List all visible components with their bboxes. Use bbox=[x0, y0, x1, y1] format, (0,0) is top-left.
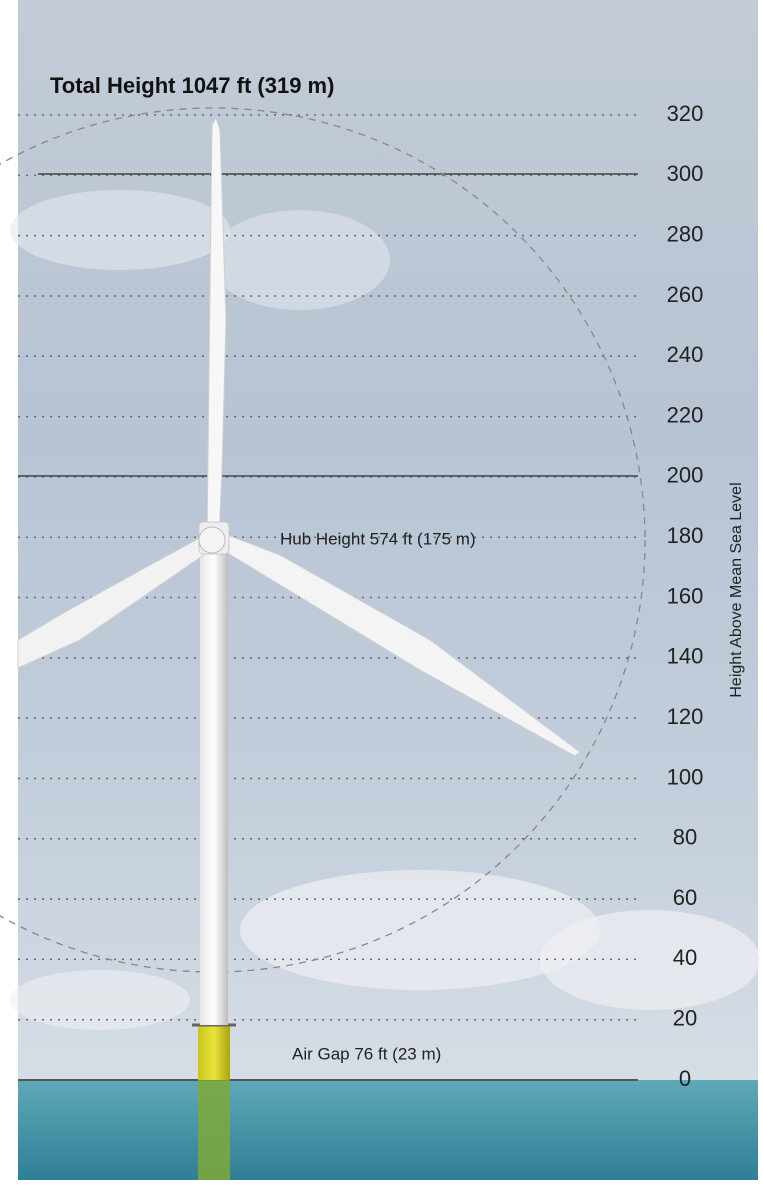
cloud bbox=[10, 190, 230, 270]
tick-label: 320 bbox=[667, 101, 704, 126]
tick-label: 40 bbox=[673, 945, 697, 970]
tick-label: 260 bbox=[667, 282, 704, 307]
axis-label: Height Above Mean Sea Level bbox=[728, 482, 745, 697]
tick-label: 60 bbox=[673, 885, 697, 910]
tick-label: 0 bbox=[679, 1066, 691, 1091]
tick-label: 20 bbox=[673, 1006, 697, 1031]
tick-label: 220 bbox=[667, 402, 704, 427]
tick-label: 180 bbox=[667, 523, 704, 548]
tick-label: 280 bbox=[667, 221, 704, 246]
sea bbox=[18, 1080, 758, 1180]
cloud bbox=[210, 210, 390, 310]
tick-label: 160 bbox=[667, 583, 704, 608]
tick-label: 240 bbox=[667, 342, 704, 367]
tick-label: 300 bbox=[667, 161, 704, 186]
hub-label: Hub Height 574 ft (175 m) bbox=[280, 529, 476, 548]
air-gap-label: Air Gap 76 ft (23 m) bbox=[292, 1044, 441, 1063]
tick-label: 200 bbox=[667, 463, 704, 488]
tick-label: 140 bbox=[667, 644, 704, 669]
submerged-foundation bbox=[198, 1080, 230, 1180]
transition-piece bbox=[198, 1025, 230, 1080]
hub bbox=[199, 527, 225, 553]
tick-label: 80 bbox=[673, 825, 697, 850]
tick-label: 100 bbox=[667, 764, 704, 789]
cloud bbox=[10, 970, 190, 1030]
tick-label: 120 bbox=[667, 704, 704, 729]
diagram: Total Height 1047 ft (319 m) Hub Height … bbox=[0, 0, 763, 1180]
tower bbox=[200, 552, 228, 1025]
page: Total Height 1047 ft (319 m) Hub Height … bbox=[0, 0, 763, 1180]
title: Total Height 1047 ft (319 m) bbox=[50, 73, 334, 98]
cloud bbox=[540, 910, 760, 1010]
